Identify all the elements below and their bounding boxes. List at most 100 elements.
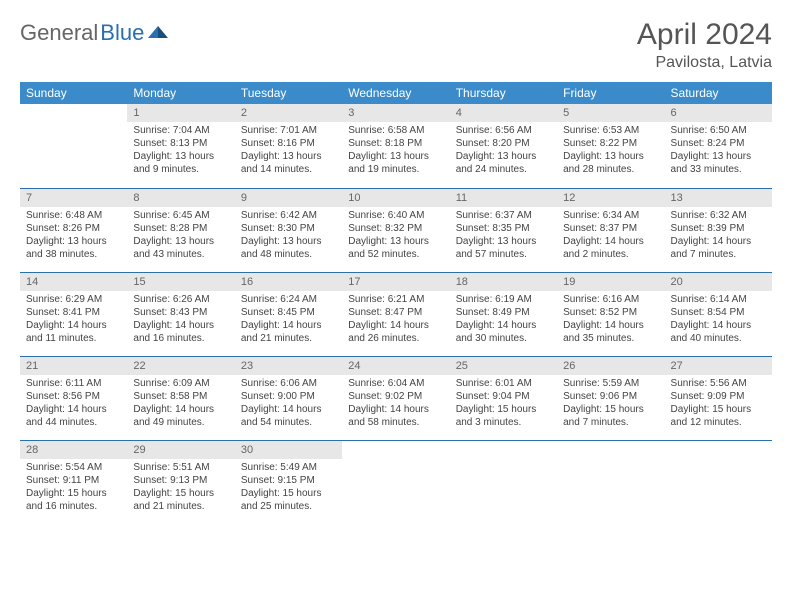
calendar-day-cell: [665, 440, 772, 524]
daylight-text: Daylight: 15 hours and 7 minutes.: [563, 403, 658, 429]
sunrise-text: Sunrise: 6:26 AM: [133, 293, 228, 306]
sunrise-text: Sunrise: 6:24 AM: [241, 293, 336, 306]
daylight-text: Daylight: 13 hours and 38 minutes.: [26, 235, 121, 261]
day-body: Sunrise: 6:37 AMSunset: 8:35 PMDaylight:…: [450, 207, 557, 265]
calendar-day-cell: 5Sunrise: 6:53 AMSunset: 8:22 PMDaylight…: [557, 104, 664, 188]
sunset-text: Sunset: 8:32 PM: [348, 222, 443, 235]
daylight-text: Daylight: 13 hours and 19 minutes.: [348, 150, 443, 176]
calendar-day-cell: 18Sunrise: 6:19 AMSunset: 8:49 PMDayligh…: [450, 272, 557, 356]
day-number: 19: [557, 273, 664, 291]
calendar-week-row: 28Sunrise: 5:54 AMSunset: 9:11 PMDayligh…: [20, 440, 772, 524]
day-body: Sunrise: 5:51 AMSunset: 9:13 PMDaylight:…: [127, 459, 234, 517]
sunrise-text: Sunrise: 6:06 AM: [241, 377, 336, 390]
day-body: Sunrise: 6:11 AMSunset: 8:56 PMDaylight:…: [20, 375, 127, 433]
calendar-day-cell: 22Sunrise: 6:09 AMSunset: 8:58 PMDayligh…: [127, 356, 234, 440]
calendar-day-cell: [342, 440, 449, 524]
daylight-text: Daylight: 14 hours and 44 minutes.: [26, 403, 121, 429]
calendar-day-cell: 23Sunrise: 6:06 AMSunset: 9:00 PMDayligh…: [235, 356, 342, 440]
sunset-text: Sunset: 8:47 PM: [348, 306, 443, 319]
weekday-header-row: Sunday Monday Tuesday Wednesday Thursday…: [20, 82, 772, 104]
day-number: 28: [20, 441, 127, 459]
day-body: Sunrise: 7:04 AMSunset: 8:13 PMDaylight:…: [127, 122, 234, 180]
calendar-day-cell: 13Sunrise: 6:32 AMSunset: 8:39 PMDayligh…: [665, 188, 772, 272]
calendar-week-row: 7Sunrise: 6:48 AMSunset: 8:26 PMDaylight…: [20, 188, 772, 272]
logo: General Blue: [20, 20, 170, 46]
calendar-day-cell: 11Sunrise: 6:37 AMSunset: 8:35 PMDayligh…: [450, 188, 557, 272]
sunrise-text: Sunrise: 6:42 AM: [241, 209, 336, 222]
daylight-text: Daylight: 15 hours and 16 minutes.: [26, 487, 121, 513]
sunrise-text: Sunrise: 6:11 AM: [26, 377, 121, 390]
sunset-text: Sunset: 9:00 PM: [241, 390, 336, 403]
daylight-text: Daylight: 14 hours and 16 minutes.: [133, 319, 228, 345]
logo-mark-icon: [148, 20, 170, 46]
calendar-week-row: 21Sunrise: 6:11 AMSunset: 8:56 PMDayligh…: [20, 356, 772, 440]
sunrise-text: Sunrise: 5:49 AM: [241, 461, 336, 474]
sunset-text: Sunset: 8:54 PM: [671, 306, 766, 319]
day-body: Sunrise: 6:04 AMSunset: 9:02 PMDaylight:…: [342, 375, 449, 433]
daylight-text: Daylight: 13 hours and 48 minutes.: [241, 235, 336, 261]
daylight-text: Daylight: 14 hours and 49 minutes.: [133, 403, 228, 429]
daylight-text: Daylight: 13 hours and 24 minutes.: [456, 150, 551, 176]
sunset-text: Sunset: 9:06 PM: [563, 390, 658, 403]
sunrise-text: Sunrise: 6:48 AM: [26, 209, 121, 222]
sunset-text: Sunset: 8:49 PM: [456, 306, 551, 319]
day-body: Sunrise: 6:42 AMSunset: 8:30 PMDaylight:…: [235, 207, 342, 265]
day-body: Sunrise: 5:54 AMSunset: 9:11 PMDaylight:…: [20, 459, 127, 517]
day-body: Sunrise: 7:01 AMSunset: 8:16 PMDaylight:…: [235, 122, 342, 180]
calendar-table: Sunday Monday Tuesday Wednesday Thursday…: [20, 82, 772, 524]
weekday-header: Thursday: [450, 82, 557, 104]
calendar-day-cell: 10Sunrise: 6:40 AMSunset: 8:32 PMDayligh…: [342, 188, 449, 272]
day-number: 29: [127, 441, 234, 459]
weekday-header: Sunday: [20, 82, 127, 104]
calendar-day-cell: 20Sunrise: 6:14 AMSunset: 8:54 PMDayligh…: [665, 272, 772, 356]
calendar-day-cell: 15Sunrise: 6:26 AMSunset: 8:43 PMDayligh…: [127, 272, 234, 356]
daylight-text: Daylight: 15 hours and 3 minutes.: [456, 403, 551, 429]
weekday-header: Monday: [127, 82, 234, 104]
calendar-day-cell: 26Sunrise: 5:59 AMSunset: 9:06 PMDayligh…: [557, 356, 664, 440]
weekday-header: Saturday: [665, 82, 772, 104]
daylight-text: Daylight: 14 hours and 21 minutes.: [241, 319, 336, 345]
calendar-day-cell: [20, 104, 127, 188]
day-number: 11: [450, 189, 557, 207]
day-number: 2: [235, 104, 342, 122]
day-body: Sunrise: 6:40 AMSunset: 8:32 PMDaylight:…: [342, 207, 449, 265]
sunset-text: Sunset: 8:35 PM: [456, 222, 551, 235]
day-number: 10: [342, 189, 449, 207]
calendar-day-cell: 3Sunrise: 6:58 AMSunset: 8:18 PMDaylight…: [342, 104, 449, 188]
day-number: 16: [235, 273, 342, 291]
calendar-day-cell: 12Sunrise: 6:34 AMSunset: 8:37 PMDayligh…: [557, 188, 664, 272]
calendar-day-cell: 2Sunrise: 7:01 AMSunset: 8:16 PMDaylight…: [235, 104, 342, 188]
calendar-day-cell: 1Sunrise: 7:04 AMSunset: 8:13 PMDaylight…: [127, 104, 234, 188]
day-number: 9: [235, 189, 342, 207]
sunrise-text: Sunrise: 6:56 AM: [456, 124, 551, 137]
daylight-text: Daylight: 14 hours and 2 minutes.: [563, 235, 658, 261]
day-number: 24: [342, 357, 449, 375]
sunrise-text: Sunrise: 6:40 AM: [348, 209, 443, 222]
location-label: Pavilosta, Latvia: [637, 54, 772, 72]
calendar-day-cell: 19Sunrise: 6:16 AMSunset: 8:52 PMDayligh…: [557, 272, 664, 356]
weekday-header: Friday: [557, 82, 664, 104]
day-body: Sunrise: 6:01 AMSunset: 9:04 PMDaylight:…: [450, 375, 557, 433]
sunrise-text: Sunrise: 5:51 AM: [133, 461, 228, 474]
calendar-day-cell: 7Sunrise: 6:48 AMSunset: 8:26 PMDaylight…: [20, 188, 127, 272]
logo-text-2: Blue: [100, 20, 144, 46]
daylight-text: Daylight: 13 hours and 57 minutes.: [456, 235, 551, 261]
day-body: Sunrise: 5:59 AMSunset: 9:06 PMDaylight:…: [557, 375, 664, 433]
sunrise-text: Sunrise: 6:34 AM: [563, 209, 658, 222]
calendar-week-row: 1Sunrise: 7:04 AMSunset: 8:13 PMDaylight…: [20, 104, 772, 188]
sunset-text: Sunset: 8:20 PM: [456, 137, 551, 150]
sunset-text: Sunset: 8:18 PM: [348, 137, 443, 150]
day-number: 18: [450, 273, 557, 291]
day-body: Sunrise: 6:29 AMSunset: 8:41 PMDaylight:…: [20, 291, 127, 349]
day-body: Sunrise: 5:49 AMSunset: 9:15 PMDaylight:…: [235, 459, 342, 517]
sunrise-text: Sunrise: 6:19 AM: [456, 293, 551, 306]
calendar-day-cell: 24Sunrise: 6:04 AMSunset: 9:02 PMDayligh…: [342, 356, 449, 440]
day-body: Sunrise: 6:16 AMSunset: 8:52 PMDaylight:…: [557, 291, 664, 349]
sunset-text: Sunset: 9:04 PM: [456, 390, 551, 403]
day-number: 20: [665, 273, 772, 291]
sunset-text: Sunset: 9:02 PM: [348, 390, 443, 403]
daylight-text: Daylight: 15 hours and 12 minutes.: [671, 403, 766, 429]
day-number: 3: [342, 104, 449, 122]
daylight-text: Daylight: 14 hours and 11 minutes.: [26, 319, 121, 345]
daylight-text: Daylight: 15 hours and 21 minutes.: [133, 487, 228, 513]
